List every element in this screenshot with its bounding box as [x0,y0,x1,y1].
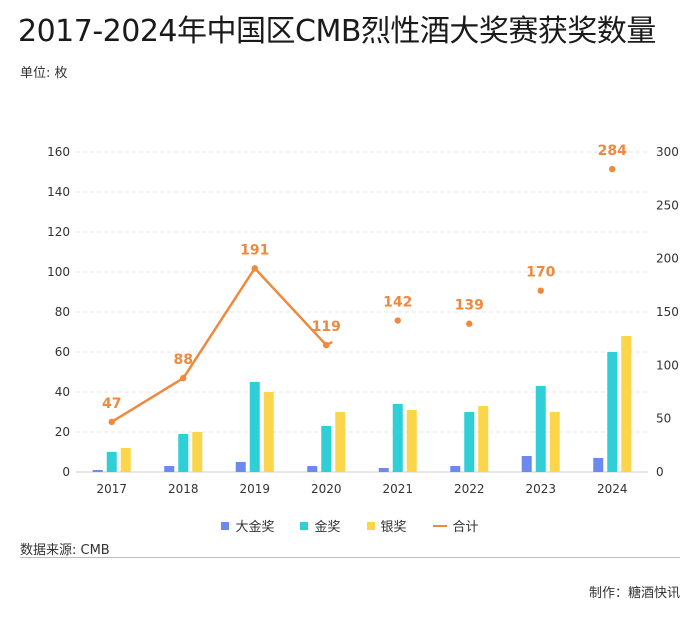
bar-silver [621,336,632,472]
y-right-tick-label: 0 [656,465,664,479]
legend-item-total[interactable]: 合计 [432,516,479,535]
x-tick-label: 2019 [239,482,270,496]
bar-grand-gold [92,470,103,472]
total-point [537,287,544,294]
bar-grand-gold [235,462,246,472]
legend: 大金奖 金奖 银奖 合计 [0,516,700,535]
total-point [609,165,616,173]
y-left-tick-label: 140 [47,185,70,199]
y-right-tick-label: 100 [656,358,679,372]
total-data-label: 191 [240,242,269,258]
y-right-tick-label: 250 [656,198,679,212]
total-point [323,341,330,349]
total-line [111,267,333,423]
chart-title: 2017-2024年中国区CMB烈性酒大奖赛获奖数量 [18,14,656,49]
legend-item-silver[interactable]: 银奖 [366,516,407,535]
bar-silver [120,448,131,472]
credit: 制作：糖酒快讯 [588,586,680,601]
total-data-label: 119 [312,319,341,335]
y-left-tick-label: 0 [62,465,70,479]
x-tick-label: 2022 [454,482,485,496]
data-source: 数据来源: CMB [20,543,110,558]
bar-gold [392,404,403,472]
x-tick-label: 2018 [168,482,199,496]
y-right-tick-label: 300 [656,145,679,159]
total-data-label: 170 [526,265,555,281]
x-tick-label: 2021 [382,482,413,496]
legend-swatch-total [432,524,447,527]
total-data-label: 284 [598,143,627,159]
total-point [108,418,115,426]
bar-gold [249,382,260,472]
y-right-tick-label: 50 [656,412,671,426]
legend-label-silver: 银奖 [380,520,407,535]
y-left-tick-label: 40 [55,385,70,399]
bar-grand-gold [593,458,604,472]
total-point [394,317,401,324]
x-tick-label: 2024 [597,482,628,496]
footer-divider [20,557,680,558]
bar-silver [335,412,346,472]
bar-grand-gold [164,466,175,472]
bar-grand-gold [450,466,461,472]
bar-silver [192,432,203,472]
bar-grand-gold [378,468,389,472]
bar-gold [535,386,546,472]
total-point [466,320,473,327]
total-data-label: 139 [455,298,484,314]
legend-label-total: 合计 [452,520,479,535]
legend-swatch-grand-gold [221,521,230,530]
legend-item-gold[interactable]: 金奖 [300,516,341,535]
y-left-tick-label: 120 [47,225,70,239]
bar-gold [178,434,189,472]
y-left-tick-label: 60 [55,345,70,359]
bar-silver [263,392,274,472]
bar-gold [321,426,332,472]
y-right-tick-label: 200 [656,252,679,266]
total-point [251,265,258,272]
legend-label-gold: 金奖 [314,520,341,535]
bar-grand-gold [521,456,532,472]
bar-silver [549,412,560,472]
bar-gold [106,452,117,472]
bar-grand-gold [307,466,318,472]
total-point [180,374,187,382]
x-tick-label: 2017 [96,482,127,496]
legend-label-grand-gold: 大金奖 [235,520,275,535]
y-left-tick-label: 160 [47,145,70,159]
total-data-label: 142 [383,295,412,311]
legend-item-grand-gold[interactable]: 大金奖 [221,516,274,535]
total-data-label: 47 [102,396,121,412]
y-left-tick-label: 80 [55,305,70,319]
x-tick-label: 2023 [525,482,556,496]
total-data-label: 88 [174,352,193,368]
y-right-tick-label: 150 [656,305,679,319]
bar-silver [478,406,489,472]
bar-silver [406,410,417,472]
legend-swatch-gold [300,521,309,530]
y-left-tick-label: 100 [47,265,70,279]
x-tick-label: 2020 [311,482,342,496]
legend-swatch-silver [366,521,375,530]
bar-gold [464,412,475,472]
unit-label: 单位: 枚 [20,66,68,81]
bar-gold [607,352,618,472]
y-left-tick-label: 20 [55,425,70,439]
